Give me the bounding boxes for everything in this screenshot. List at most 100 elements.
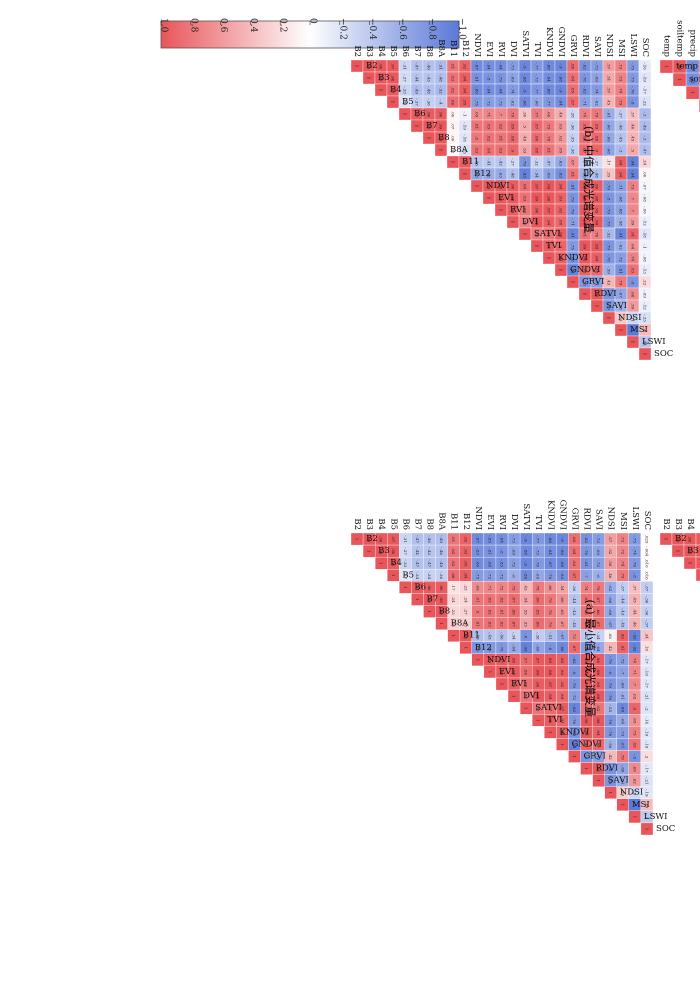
cell-value: .99: [427, 596, 432, 603]
cell-value: 1: [415, 598, 420, 601]
cell-value: -.46: [439, 547, 444, 555]
cell-value: .72: [500, 584, 505, 591]
cell-value: -.78: [608, 728, 613, 736]
cell-value: -.49: [439, 559, 444, 567]
cell-value: .97: [536, 657, 541, 664]
cell-value: -.93: [524, 644, 529, 652]
cell-value: .82: [487, 608, 492, 615]
cell-value: .9: [595, 148, 600, 152]
row-label: RDVI: [580, 34, 590, 57]
cell-value: .79: [511, 111, 516, 118]
cell-value: -.9: [523, 87, 528, 93]
cell-value: .94: [619, 171, 624, 178]
cell-value: .95: [511, 207, 516, 214]
cell-value: .97: [391, 63, 396, 70]
cell-value: -.8: [608, 766, 613, 772]
cell-value: .84: [487, 147, 492, 154]
cell-value: .59: [631, 219, 636, 226]
column-label: SAVI: [608, 776, 629, 786]
cell-value: .98: [595, 291, 600, 298]
cell-value: -.66: [535, 98, 540, 106]
cell-value: -.92: [632, 644, 637, 652]
cell-value: .96: [559, 231, 564, 238]
cell-value: -.66: [607, 122, 612, 130]
cell-value: -.004: [644, 546, 649, 557]
cell-value: 1: [355, 538, 360, 541]
cell-value: .89: [595, 123, 600, 130]
cell-value: .65: [559, 147, 564, 154]
cell-value: .87: [572, 572, 577, 579]
cell-value: 1: [584, 767, 589, 770]
cell-value: 1: [559, 269, 564, 272]
cell-value: -.45: [475, 158, 480, 166]
cell-value: -.67: [560, 632, 565, 640]
cell-value: -.58: [619, 218, 624, 226]
cell-value: -.36: [427, 98, 432, 106]
cell-value: .76: [595, 231, 600, 238]
cell-value: .016: [644, 559, 649, 568]
cell-value: .06: [451, 135, 456, 142]
heatmap-cell: [695, 568, 700, 582]
cell-value: .97: [500, 657, 505, 664]
heatmap-cell: [698, 59, 700, 74]
cell-value: 1: [607, 317, 612, 320]
cell-value: .84: [583, 135, 588, 142]
cell-value: 1: [451, 634, 456, 637]
cell-value: -.62: [608, 584, 613, 592]
cell-value: -.8: [500, 549, 505, 555]
column-label: B12: [475, 643, 492, 653]
cell-value: 1: [487, 671, 492, 674]
cell-value: .06: [451, 111, 456, 118]
cell-value: .7: [631, 196, 636, 200]
row-label: LSWI: [628, 33, 638, 57]
cell-value: .97: [583, 207, 588, 214]
cell-value: -.69: [512, 547, 517, 555]
row-label: B4: [685, 518, 695, 530]
cell-value: -.19: [643, 74, 648, 82]
cell-value: .025: [644, 535, 649, 544]
cell-value: -.78: [607, 254, 612, 262]
cell-value: 1: [664, 65, 669, 68]
cell-value: -.33: [403, 86, 408, 94]
cell-value: 1: [583, 293, 588, 296]
cell-value: -.37: [619, 110, 624, 118]
cell-value: -.92: [572, 704, 577, 712]
cell-value: -.79: [608, 777, 613, 785]
heatmap-cell: [698, 98, 700, 113]
cell-value: -.8: [572, 669, 577, 675]
cell-value: -.86: [523, 98, 528, 106]
cell-value: .98: [391, 548, 396, 555]
cell-value: -.31: [403, 535, 408, 543]
column-label: DVI: [522, 217, 538, 227]
cell-value: .53: [523, 147, 528, 154]
cell-value: .83: [487, 620, 492, 627]
cell-value: .96: [595, 183, 600, 190]
cell-value: .49: [523, 135, 528, 142]
cell-value: 1: [439, 622, 444, 625]
row-label: B3: [364, 45, 374, 57]
cell-value: .89: [596, 741, 601, 748]
cell-value: -.08: [643, 254, 648, 262]
cell-value: .5: [523, 124, 528, 128]
cell-value: .91: [631, 231, 636, 237]
cell-value: -.42: [584, 632, 589, 640]
cell-value: .78: [536, 584, 541, 591]
row-label: B6: [400, 45, 410, 57]
cell-value: -.76: [500, 644, 505, 652]
colorbar-gradient: [160, 20, 460, 49]
row-label: B6: [400, 518, 410, 530]
cell-value: .46: [631, 123, 636, 130]
cell-value: -.09: [643, 290, 648, 298]
cell-value: .9: [511, 148, 516, 152]
cell-value: -.47: [547, 158, 552, 166]
cell-value: .97: [415, 111, 420, 118]
cell-value: -.69: [595, 74, 600, 82]
heatmap-panel: 1.991.98.991.97.98.961-.31-.27-.33-.171-…: [350, 500, 675, 836]
cell-value: .87: [535, 123, 540, 130]
cell-value: -.31: [631, 314, 636, 322]
colorbar-tick-label: −0.6: [397, 18, 407, 40]
cell-value: .96: [535, 207, 540, 214]
panel-title: (b) 中值合成光谱变量: [582, 126, 596, 233]
column-label: B7: [426, 121, 438, 131]
cell-value: -.72: [499, 98, 504, 106]
